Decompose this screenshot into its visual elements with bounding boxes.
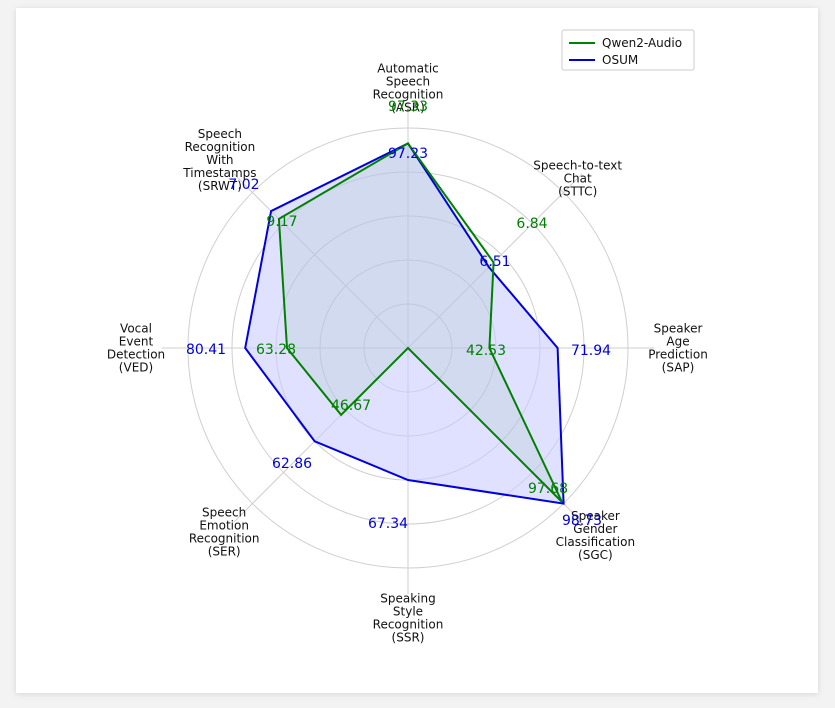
axis-label-line: Emotion xyxy=(199,518,249,532)
series-point-osum-3 xyxy=(562,502,565,505)
value-label-osum-3: 98.73 xyxy=(562,513,602,529)
axis-label-line: (SRWT) xyxy=(198,179,242,193)
series-point-qwen2-audio-7 xyxy=(278,218,280,220)
axis-label-line: With xyxy=(206,153,233,167)
series-point-osum-4 xyxy=(407,479,409,481)
value-label-osum-0: 97.23 xyxy=(388,146,428,162)
axis-label-line: Detection xyxy=(107,348,165,362)
series-point-qwen2-audio-6 xyxy=(286,347,288,349)
axis-label-line: Vocal xyxy=(120,322,152,336)
legend-label-qwen2-audio: Qwen2-Audio xyxy=(602,36,682,50)
value-label-qwen2-audio-3: 97.68 xyxy=(528,481,568,497)
axis-label-line: Prediction xyxy=(648,348,708,362)
value-label-osum-6: 80.41 xyxy=(186,342,226,358)
axis-label-line: Speech xyxy=(202,505,246,519)
value-label-qwen2-audio-6: 63.28 xyxy=(256,342,296,358)
series-point-osum-1 xyxy=(488,266,490,268)
series-point-qwen2-audio-5 xyxy=(340,414,342,416)
axis-label-line: Speech xyxy=(198,127,242,141)
axis-label-line: (ASR) xyxy=(391,101,425,115)
axis-label-line: Recognition xyxy=(185,140,256,154)
axis-label-line: (STTC) xyxy=(558,184,597,198)
axis-label-line: (SAP) xyxy=(662,361,695,375)
legend-label-osum: OSUM xyxy=(602,53,638,67)
value-label-osum-1: 6.51 xyxy=(479,254,510,270)
axis-label-line: Style xyxy=(393,605,423,619)
series-point-qwen2-audio-2 xyxy=(488,347,490,349)
series-point-osum-2 xyxy=(557,347,559,349)
value-label-osum-7: 7.02 xyxy=(228,177,259,193)
axis-label-line: Classification xyxy=(556,535,635,549)
axis-label-line: Speaker xyxy=(571,509,620,523)
axis-label-line: Timestamps xyxy=(182,166,256,180)
series-point-qwen2-audio-0 xyxy=(407,142,409,144)
value-label-qwen2-audio-2: 42.53 xyxy=(466,343,506,359)
axis-label-line: (VED) xyxy=(119,361,153,375)
axis-label-line: Event xyxy=(119,335,154,349)
series-point-qwen2-audio-1 xyxy=(492,261,495,264)
axis-label-line: Recognition xyxy=(373,618,444,632)
value-label-qwen2-audio-5: 46.67 xyxy=(331,398,371,414)
radar-series xyxy=(244,142,565,505)
axis-label-line: Age xyxy=(666,335,689,349)
value-label-osum-5: 62.86 xyxy=(272,456,312,472)
axis-label-line: Speech-to-text xyxy=(533,158,622,172)
axis-label-line: Recognition xyxy=(189,531,260,545)
axis-label-line: Automatic xyxy=(377,62,439,76)
axis-label-line: Recognition xyxy=(373,88,444,102)
radar-chart: AutomaticSpeechRecognition(ASR)Speech-to… xyxy=(107,29,708,645)
series-point-qwen2-audio-4 xyxy=(407,347,409,349)
axis-label-line: Speech xyxy=(386,75,430,89)
radar-labels: AutomaticSpeechRecognition(ASR)Speech-to… xyxy=(107,62,708,645)
series-point-qwen2-audio-3 xyxy=(561,501,563,503)
axis-label-line: Chat xyxy=(564,171,592,185)
axis-label-line: Speaking xyxy=(380,592,435,606)
value-label-qwen2-audio-7: 9.17 xyxy=(266,214,297,230)
series-point-osum-7 xyxy=(270,210,272,212)
series-point-osum-5 xyxy=(314,440,316,442)
axis-label-line: (SSR) xyxy=(392,631,425,645)
value-label-qwen2-audio-1: 6.84 xyxy=(516,216,547,232)
axis-label-line: (SER) xyxy=(208,544,241,558)
axis-label-line: Gender xyxy=(573,522,617,536)
value-label-osum-4: 67.34 xyxy=(368,516,408,532)
axis-label-line: (SGC) xyxy=(578,548,613,562)
value-label-qwen2-audio-0: 97.33 xyxy=(388,99,428,115)
legend: Qwen2-Audio OSUM xyxy=(561,29,695,71)
axis-label-line: Speaker xyxy=(654,322,703,336)
value-label-osum-2: 71.94 xyxy=(571,343,611,359)
chart-card: Automatic Speech Recognition (ASR) Speech-to… xyxy=(16,8,818,693)
series-point-osum-6 xyxy=(244,347,246,349)
